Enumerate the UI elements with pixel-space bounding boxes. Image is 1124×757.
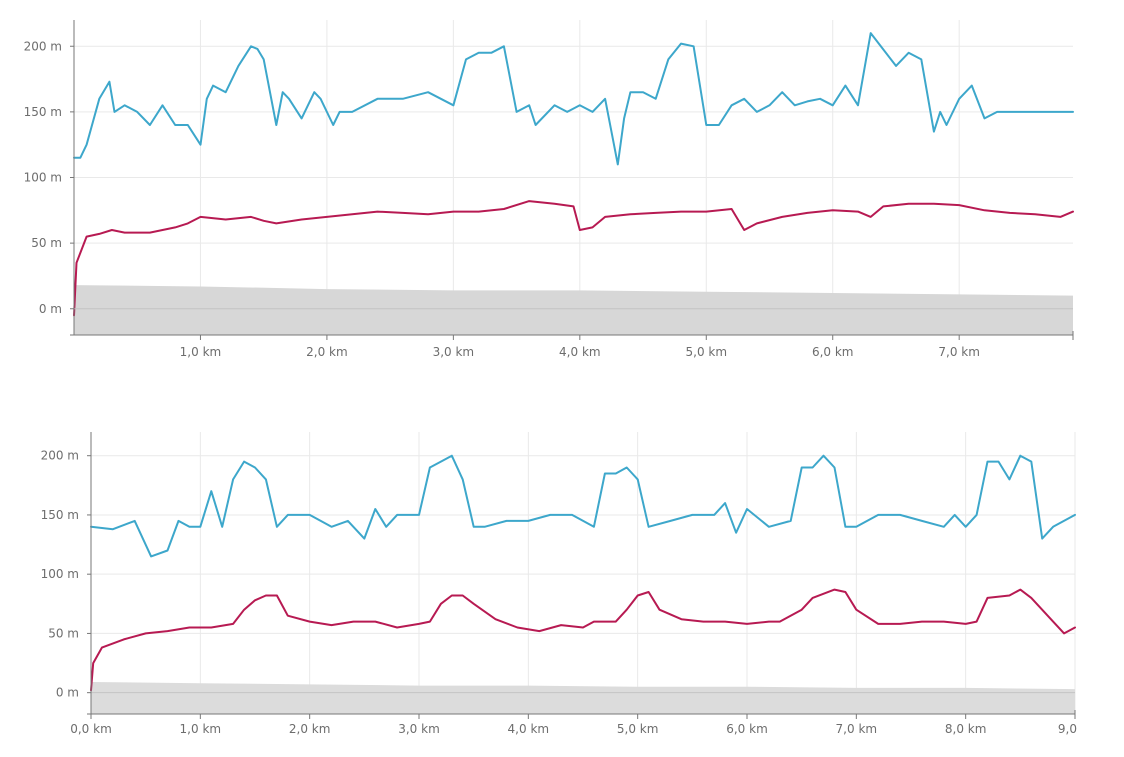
- series-blue-line: [73, 32, 1074, 166]
- y-tick-label: 150 m: [24, 105, 62, 119]
- y-tick-label: 50 m: [48, 626, 79, 640]
- x-tick-label: 3,0 km: [398, 722, 440, 736]
- x-tick-label: 8,0 km: [945, 722, 987, 736]
- x-tick-label: 5,0 km: [617, 722, 659, 736]
- y-tick-label: 200 m: [41, 449, 79, 463]
- series-red-line: [90, 588, 1076, 692]
- series-blue-line: [90, 454, 1076, 558]
- x-tick-label: 9,0: [1058, 722, 1077, 736]
- x-tick-label: 5,0 km: [686, 345, 728, 359]
- elevation-chart-bottom: 0 m 50 m 100 m 150 m 200 m 0,0 km 1,0 km 2,0 km…: [41, 432, 1077, 736]
- x-tick-label: 2,0 km: [306, 345, 348, 359]
- x-tick-label: 6,0 km: [726, 722, 768, 736]
- y-tick-label: 0 m: [56, 686, 79, 700]
- x-tick-label: 7,0 km: [836, 722, 878, 736]
- x-tick-label: 6,0 km: [812, 345, 854, 359]
- series-red-line: [73, 200, 1074, 317]
- y-tick-label: 50 m: [31, 236, 62, 250]
- elevation-chart-top: 0 m 50 m 100 m 150 m 200 m 1,0 km 2,0 km 3,0 km…: [24, 20, 1074, 359]
- x-tick-label: 7,0 km: [938, 345, 980, 359]
- y-tick-label: 150 m: [41, 508, 79, 522]
- series-gray-area: [91, 682, 1075, 714]
- x-tick-label: 1,0 km: [180, 722, 222, 736]
- x-tick-label: 4,0 km: [559, 345, 601, 359]
- x-tick-label: 2,0 km: [289, 722, 331, 736]
- y-tick-label: 0 m: [39, 302, 62, 316]
- x-tick-label: 4,0 km: [508, 722, 550, 736]
- y-tick-label: 100 m: [41, 567, 79, 581]
- x-tick-label: 3,0 km: [433, 345, 475, 359]
- series-gray-area: [74, 285, 1073, 335]
- y-tick-label: 200 m: [24, 39, 62, 53]
- y-tick-label: 100 m: [24, 171, 62, 185]
- x-tick-label: 1,0 km: [180, 345, 222, 359]
- x-tick-label: 0,0 km: [70, 722, 112, 736]
